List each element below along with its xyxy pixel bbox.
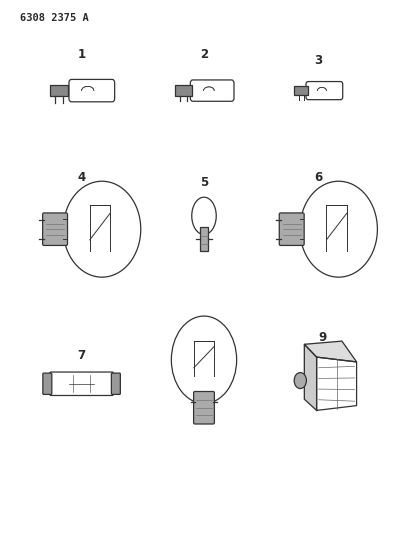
Text: 6308 2375 A: 6308 2375 A (20, 13, 89, 23)
Text: 3: 3 (314, 54, 322, 67)
Polygon shape (304, 344, 317, 410)
Text: 9: 9 (318, 331, 326, 344)
FancyBboxPatch shape (200, 227, 208, 251)
Polygon shape (304, 341, 357, 362)
FancyBboxPatch shape (306, 82, 343, 100)
Ellipse shape (300, 181, 377, 277)
Ellipse shape (63, 181, 141, 277)
Text: 6: 6 (314, 171, 322, 184)
FancyBboxPatch shape (190, 80, 234, 101)
FancyBboxPatch shape (111, 373, 120, 394)
Ellipse shape (171, 316, 237, 403)
FancyBboxPatch shape (294, 86, 308, 95)
FancyBboxPatch shape (193, 391, 215, 424)
Text: 1: 1 (78, 49, 86, 61)
FancyBboxPatch shape (50, 372, 113, 395)
Text: 5: 5 (200, 176, 208, 189)
FancyBboxPatch shape (43, 373, 52, 394)
FancyBboxPatch shape (69, 79, 115, 102)
Text: 2: 2 (200, 49, 208, 61)
Text: 7: 7 (78, 350, 86, 362)
Ellipse shape (192, 197, 216, 235)
Text: 8: 8 (200, 326, 208, 338)
FancyBboxPatch shape (279, 213, 304, 245)
Text: 4: 4 (78, 171, 86, 184)
Circle shape (294, 373, 306, 389)
FancyBboxPatch shape (175, 85, 192, 96)
Polygon shape (317, 357, 357, 410)
FancyBboxPatch shape (43, 213, 68, 245)
FancyBboxPatch shape (50, 85, 69, 96)
